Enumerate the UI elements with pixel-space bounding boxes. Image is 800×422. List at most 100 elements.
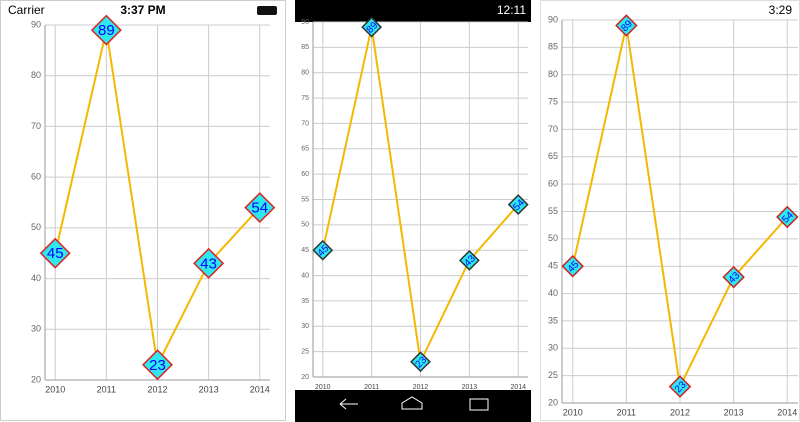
y-tick-label: 25 [301, 348, 309, 355]
y-tick-label: 35 [548, 315, 558, 325]
x-tick-label: 2012 [147, 384, 167, 394]
y-tick-label: 30 [548, 343, 558, 353]
y-tick-label: 75 [548, 96, 558, 106]
data-label-text: 45 [47, 245, 64, 262]
data-label: 89 [90, 14, 122, 46]
data-label: 43 [722, 265, 745, 289]
label-diamond [244, 192, 276, 224]
label-diamond [722, 265, 745, 289]
data-label: 89 [615, 14, 638, 37]
data-label: 43 [458, 249, 480, 271]
data-label: 54 [244, 192, 276, 224]
data-label-text: 43 [200, 255, 217, 272]
label-diamond [668, 375, 692, 398]
data-label-text: 54 [251, 200, 268, 217]
y-tick-label: 80 [31, 70, 41, 80]
x-tick-label: 2012 [670, 407, 690, 417]
data-label: 54 [776, 205, 799, 229]
data-label: 43 [193, 247, 225, 279]
data-label: 23 [142, 349, 173, 381]
y-tick-label: 30 [31, 324, 41, 334]
y-tick-label: 90 [548, 14, 558, 24]
x-tick-label: 2011 [617, 407, 636, 417]
y-tick-label: 20 [301, 374, 309, 381]
data-label: 23 [668, 375, 692, 398]
y-tick-label: 40 [548, 288, 558, 298]
data-label: 45 [39, 237, 71, 269]
x-tick-label: 2010 [315, 384, 331, 391]
data-label: 54 [507, 194, 529, 215]
y-tick-label: 35 [301, 298, 309, 305]
label-diamond [507, 194, 529, 215]
x-tick-label: 2013 [199, 384, 219, 394]
label-diamond [615, 14, 638, 37]
y-tick-label: 45 [548, 261, 558, 271]
label-diamond [90, 14, 122, 46]
battery [257, 6, 277, 15]
y-tick-label: 75 [301, 95, 309, 102]
y-tick-label: 90 [31, 19, 41, 29]
y-tick-label: 50 [548, 233, 558, 243]
label-diamond [776, 205, 799, 229]
label-diamond [142, 349, 173, 381]
x-tick-label: 2010 [563, 407, 583, 417]
y-tick-label: 90 [301, 19, 309, 26]
y-tick-label: 85 [548, 42, 558, 52]
y-tick-label: 65 [301, 146, 309, 153]
android-status-bar [295, 0, 531, 22]
y-tick-label: 70 [301, 120, 309, 127]
label-diamond [193, 247, 225, 279]
y-tick-label: 30 [301, 323, 309, 330]
x-tick-label: 2014 [250, 384, 270, 394]
y-tick-label: 70 [31, 121, 41, 131]
y-tick-label: 45 [301, 247, 309, 254]
y-tick-label: 20 [31, 374, 41, 384]
y-tick-label: 55 [301, 196, 309, 203]
data-label: 23 [410, 351, 431, 373]
y-tick-label: 20 [548, 397, 558, 407]
y-tick-label: 40 [31, 273, 41, 283]
x-tick-label: 2012 [413, 384, 429, 391]
y-tick-label: 40 [301, 272, 309, 279]
label-diamond [361, 16, 383, 38]
y-tick-label: 60 [31, 172, 41, 182]
y-tick-label: 60 [301, 171, 309, 178]
x-tick-label: 2014 [510, 384, 526, 391]
label-diamond [410, 351, 431, 373]
y-tick-label: 70 [548, 124, 558, 134]
y-tick-label: 50 [301, 222, 309, 229]
status-time: 3:37 PM [120, 3, 165, 17]
status-time: 3:29 [769, 3, 793, 17]
x-tick-label: 2014 [777, 407, 797, 417]
x-tick-label: 2013 [724, 407, 744, 417]
data-label: 89 [361, 16, 383, 38]
status-time: 12:11 [497, 3, 526, 17]
label-diamond [39, 237, 71, 269]
data-label-text: 89 [98, 22, 115, 39]
y-tick-label: 55 [548, 206, 558, 216]
y-tick-label: 65 [548, 151, 558, 161]
data-label: 45 [561, 254, 584, 278]
carrier: Carrier [8, 3, 45, 17]
home-button[interactable] [401, 396, 423, 410]
data-label-text: 23 [149, 357, 166, 374]
y-tick-label: 80 [548, 69, 558, 79]
x-tick-label: 2011 [97, 384, 116, 394]
x-tick-label: 2011 [364, 384, 379, 391]
windows-frame [540, 0, 800, 421]
label-diamond [458, 249, 480, 271]
ios-frame [0, 0, 286, 421]
recents-button[interactable] [469, 398, 489, 411]
y-tick-label: 50 [31, 222, 41, 232]
y-tick-label: 60 [548, 179, 558, 189]
y-tick-label: 25 [548, 370, 558, 380]
android-nav-bar [295, 390, 531, 422]
data-label: 45 [312, 239, 334, 261]
label-diamond [561, 254, 584, 278]
y-tick-label: 80 [301, 70, 309, 77]
back-button[interactable] [339, 398, 358, 410]
x-tick-label: 2013 [462, 384, 478, 391]
y-tick-label: 85 [301, 44, 309, 51]
label-diamond [312, 239, 334, 261]
